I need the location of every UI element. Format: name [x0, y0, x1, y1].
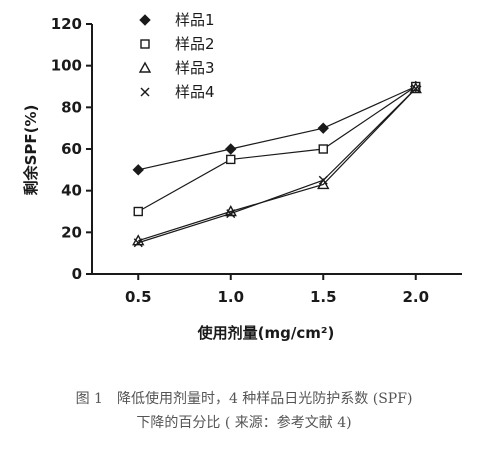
- legend-label-1: 样品1: [175, 11, 215, 29]
- y-axis-ticks: 0 20 40 60 80 100 120: [51, 15, 92, 283]
- series-3-line: [138, 88, 417, 242]
- series-1-point: [132, 164, 144, 176]
- y-tick-label: 40: [61, 182, 82, 200]
- series-4-point: [411, 84, 421, 94]
- legend-marker-1: [139, 14, 151, 26]
- legend-label-3: 样品3: [175, 59, 215, 77]
- series-2-point: [226, 154, 236, 165]
- series-4-point: [318, 175, 328, 185]
- legend-marker-3: [138, 61, 152, 73]
- series-1-point: [317, 122, 329, 134]
- y-tick-label: 0: [72, 265, 82, 283]
- series-3-point: [409, 82, 422, 94]
- legend-label-2: 样品2: [175, 35, 215, 53]
- x-tick-label: 0.5: [125, 288, 152, 306]
- x-axis-ticks: 0.5 1.0 1.5 2.0: [125, 274, 429, 306]
- y-tick-label: 120: [51, 15, 82, 33]
- series-4-point: [226, 209, 236, 219]
- legend-marker-4: [140, 87, 150, 97]
- y-tick-label: 20: [61, 223, 82, 241]
- series-2-line: [137, 86, 417, 213]
- series-2-point: [133, 206, 143, 217]
- series-markers: [132, 80, 422, 248]
- series-3-point: [317, 177, 330, 190]
- series-lines: [137, 85, 417, 244]
- series-4-line: [138, 88, 417, 244]
- series-2-point: [318, 144, 328, 154]
- legend-marker-2: [140, 39, 150, 49]
- y-tick-label: 80: [61, 98, 82, 116]
- series-1-point: [225, 143, 237, 155]
- x-axis-title: 使用剂量(mg/cm²): [197, 324, 335, 342]
- legend-label-4: 样品4: [175, 83, 215, 101]
- x-tick-label: 1.0: [217, 288, 244, 306]
- figure-caption-line-2: 下降的百分比 ( 来源：参考文献 4): [136, 414, 351, 431]
- series-1-line: [138, 85, 416, 171]
- chart-axes: [91, 24, 462, 275]
- y-axis-title: 剩余SPF(%): [22, 105, 40, 196]
- y-tick-label: 100: [51, 57, 82, 75]
- figure-caption-line-1: 图 1 降低使用剂量时，4 种样品日光防护系数 (SPF): [76, 390, 413, 407]
- chart-legend: 样品1 样品2 样品3 样品4: [138, 11, 215, 101]
- series-4-point: [133, 238, 143, 248]
- x-tick-label: 2.0: [402, 288, 429, 306]
- y-tick-label: 60: [61, 140, 82, 158]
- x-tick-label: 1.5: [310, 288, 337, 306]
